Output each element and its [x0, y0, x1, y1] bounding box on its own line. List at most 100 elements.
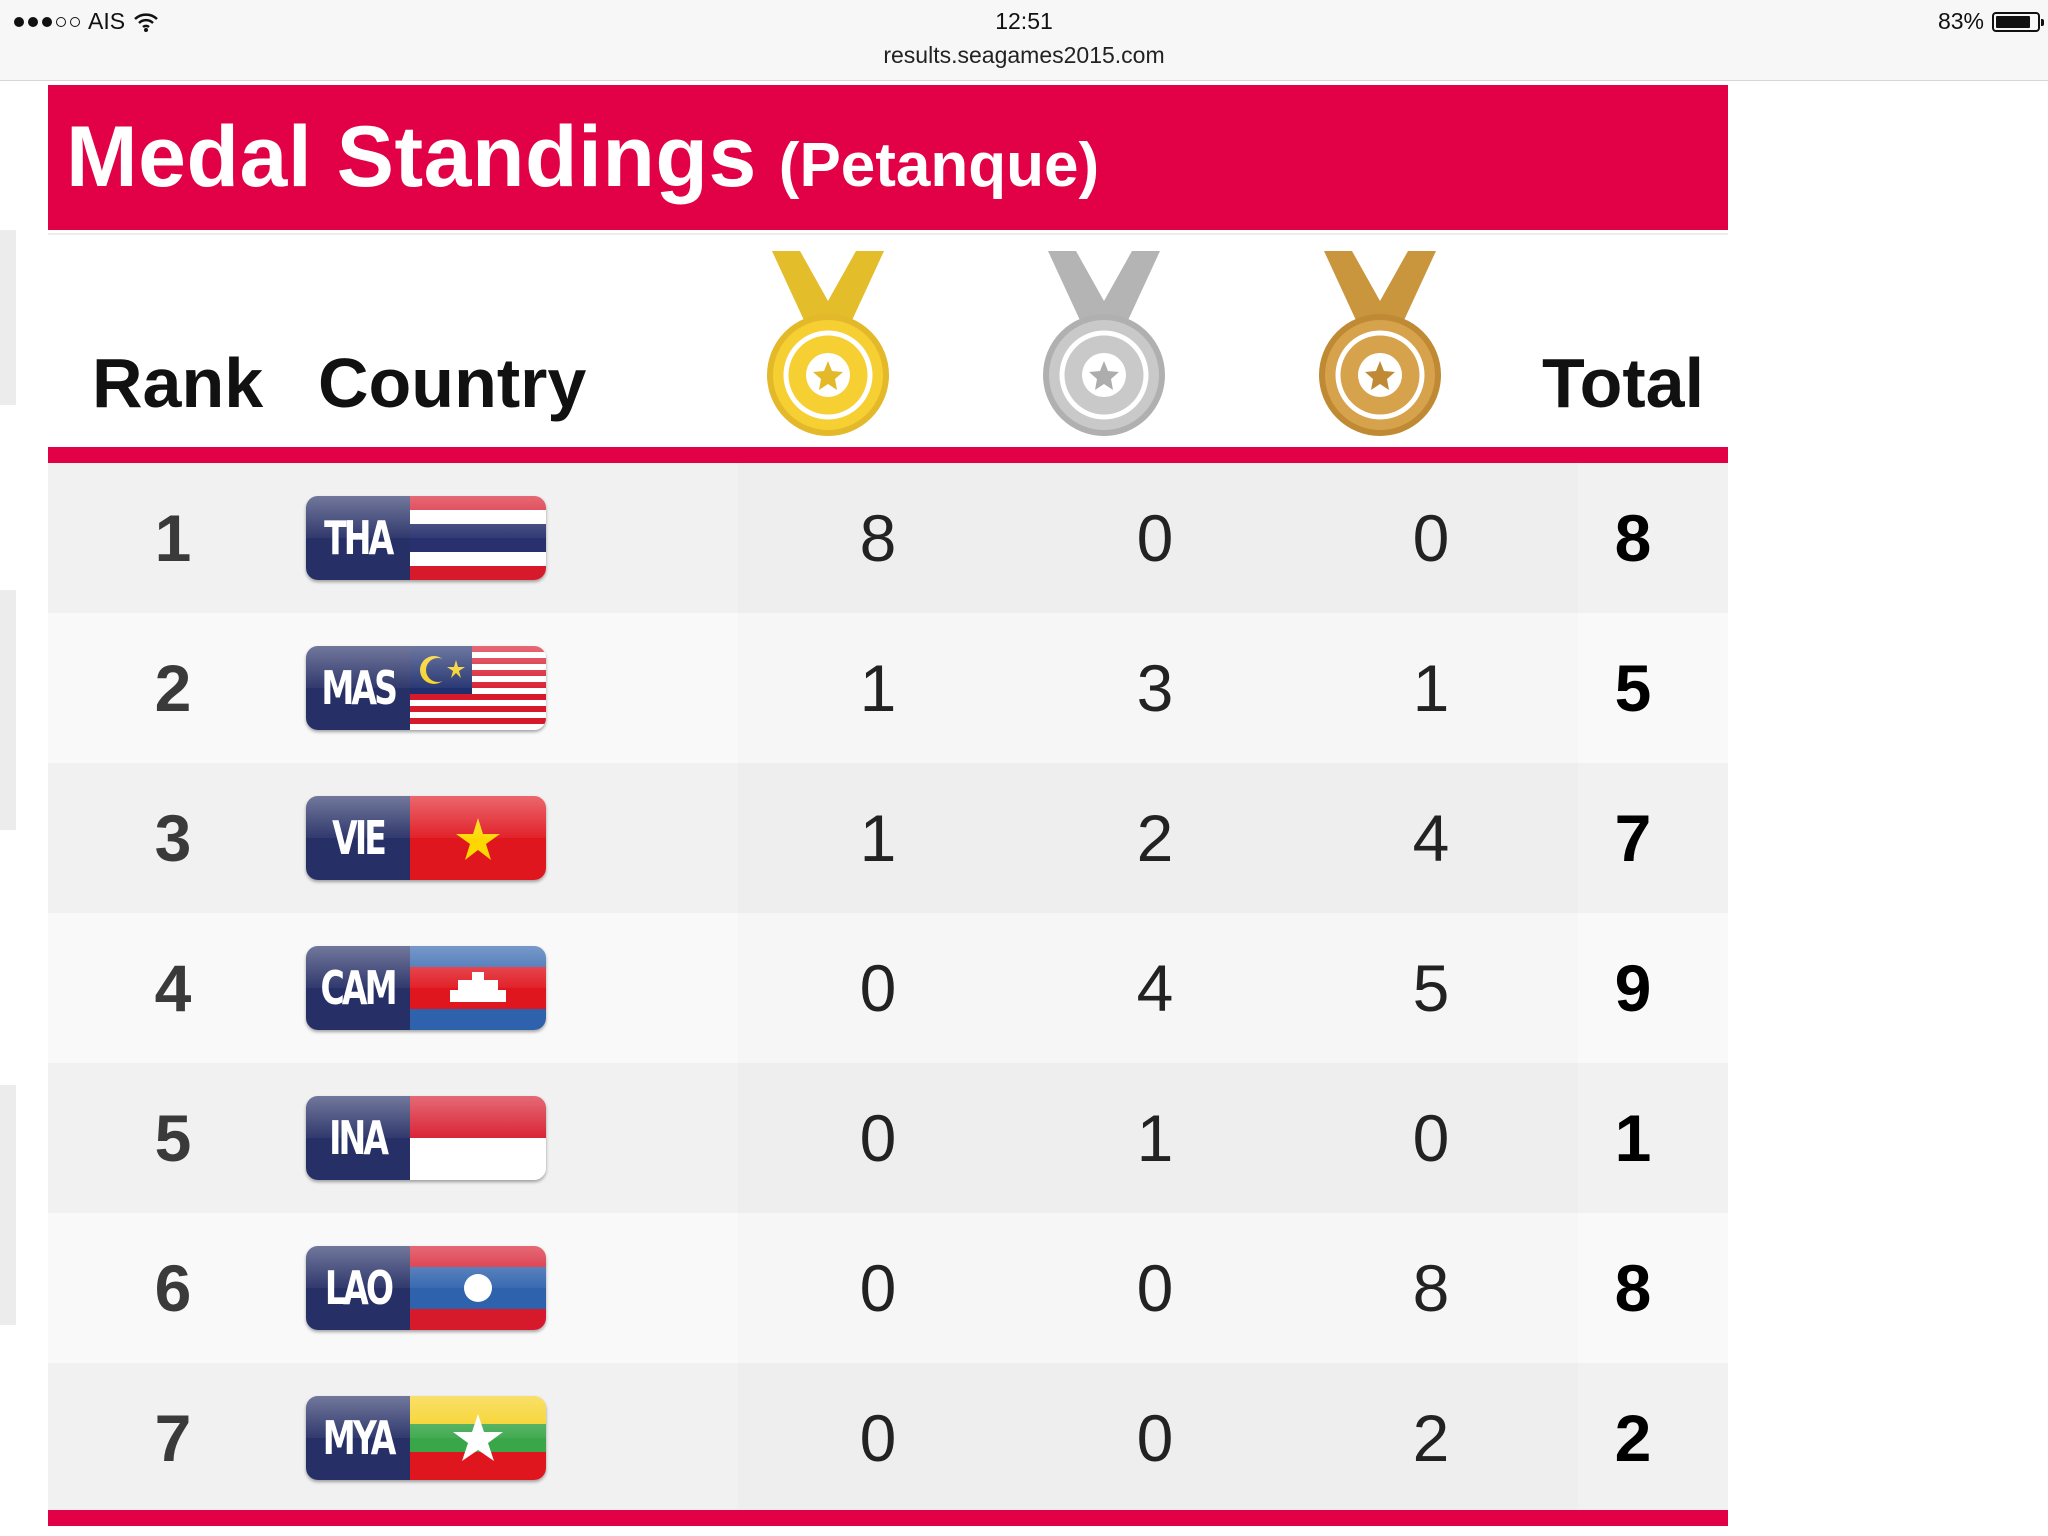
flag-gloss: [306, 1246, 546, 1288]
bronze-count: 2: [1412, 1401, 1450, 1475]
background-page-edge: [0, 590, 16, 830]
medal-standings-panel: Medal Standings (Petanque) Rank Country: [48, 85, 1728, 1536]
flag-icon: [410, 646, 546, 730]
flag-icon: [410, 1096, 546, 1180]
total-count: 5: [1614, 651, 1652, 725]
country-flag[interactable]: VIE: [306, 796, 546, 880]
wifi-icon: [134, 12, 158, 32]
country-cell[interactable]: VIE: [306, 763, 546, 913]
table-row[interactable]: 4 CAM 0 4 5 9: [48, 913, 1728, 1063]
country-flag[interactable]: LAO: [306, 1246, 546, 1330]
country-code: LAO: [306, 1246, 410, 1330]
bronze-count: 0: [1412, 1101, 1450, 1175]
gold-medal-icon: [767, 251, 889, 436]
country-code-text: CAM: [320, 961, 398, 1015]
table-row[interactable]: 7 MYA 0 0 2 2: [48, 1363, 1728, 1513]
total-count: 2: [1614, 1401, 1652, 1475]
silver-count: 0: [1136, 1401, 1174, 1475]
rank-cell: 2: [154, 651, 192, 725]
footer-red-divider: [48, 1510, 1728, 1526]
background-page-edge: [0, 230, 16, 405]
header-divider: [48, 233, 1728, 235]
silver-medal-icon: [1043, 251, 1165, 436]
country-cell[interactable]: THA: [306, 463, 546, 613]
country-cell[interactable]: INA: [306, 1063, 546, 1213]
country-code-text: VIE: [332, 811, 387, 865]
rank-cell: 4: [154, 951, 192, 1025]
carrier-label: AIS: [88, 8, 126, 34]
country-code: THA: [306, 496, 410, 580]
total-count: 9: [1614, 951, 1652, 1025]
country-flag[interactable]: INA: [306, 1096, 546, 1180]
flag-gloss: [306, 1396, 546, 1438]
silver-count: 1: [1136, 1101, 1174, 1175]
table-header: Rank Country Total: [48, 235, 1728, 530]
panel-header: Medal Standings (Petanque): [48, 85, 1728, 230]
flag-gloss: [306, 496, 546, 538]
table-row[interactable]: 5 INA 0 1 0 1: [48, 1063, 1728, 1213]
address-bar-url[interactable]: results.seagames2015.com: [883, 42, 1165, 68]
table-row[interactable]: 6 LAO 0 0 8 8: [48, 1213, 1728, 1363]
country-flag[interactable]: MAS: [306, 646, 546, 730]
country-cell[interactable]: LAO: [306, 1213, 546, 1363]
country-cell[interactable]: MYA: [306, 1363, 546, 1513]
page-title: Medal Standings: [66, 109, 757, 205]
flag-icon: [410, 796, 546, 880]
page-subtitle: (Petanque): [778, 131, 1100, 200]
total-count: 8: [1614, 501, 1652, 575]
gold-count: 0: [859, 1101, 897, 1175]
country-cell[interactable]: CAM: [306, 913, 546, 1063]
rank-cell: 5: [154, 1101, 192, 1175]
rank-column-header: Rank: [92, 343, 264, 422]
rank-cell: 3: [154, 801, 192, 875]
country-column-header: Country: [318, 343, 587, 422]
silver-count: 4: [1136, 951, 1174, 1025]
table-row[interactable]: 3 VIE 1 2 4 7: [48, 763, 1728, 913]
flag-gloss: [306, 1096, 546, 1138]
table-row[interactable]: 2 MAS 1 3 1 5: [48, 613, 1728, 763]
signal-strength-icon: [14, 16, 80, 27]
country-cell[interactable]: MAS: [306, 613, 546, 763]
gold-count: 1: [859, 801, 897, 875]
bronze-medal-icon: [1319, 251, 1441, 436]
total-count: 7: [1614, 801, 1652, 875]
country-flag[interactable]: MYA: [306, 1396, 546, 1480]
country-code: CAM: [306, 946, 410, 1030]
country-code: MYA: [306, 1396, 410, 1480]
gold-count: 0: [859, 951, 897, 1025]
country-flag[interactable]: CAM: [306, 946, 546, 1030]
bronze-count: 0: [1412, 501, 1450, 575]
silver-count: 0: [1136, 1251, 1174, 1325]
country-code-text: THA: [324, 511, 394, 565]
table-row[interactable]: 1 THA 8 0 0 8: [48, 463, 1728, 613]
flag-icon: [410, 496, 546, 580]
country-flag[interactable]: THA: [306, 496, 546, 580]
rank-cell: 1: [154, 501, 192, 575]
rank-cell: 6: [154, 1251, 192, 1325]
flag-icon: [410, 1396, 546, 1480]
gold-count: 1: [859, 651, 897, 725]
flag-gloss: [306, 946, 546, 988]
header-red-divider: [48, 447, 1728, 463]
battery-status: 83%: [1937, 8, 2044, 35]
gold-count: 0: [859, 1251, 897, 1325]
gold-count: 0: [859, 1401, 897, 1475]
country-code-text: LAO: [324, 1261, 394, 1315]
gold-count: 8: [859, 501, 897, 575]
country-code: INA: [306, 1096, 410, 1180]
total-count: 8: [1614, 1251, 1652, 1325]
silver-count: 3: [1136, 651, 1174, 725]
country-code-text: MYA: [322, 1411, 397, 1465]
status-bar: AIS 12:51 results.seagames2015.com 83%: [0, 0, 2048, 81]
bronze-count: 4: [1412, 801, 1450, 875]
country-code: VIE: [306, 796, 410, 880]
battery-icon: [1992, 11, 2044, 32]
flag-icon: [410, 1246, 546, 1330]
country-code-text: INA: [329, 1111, 389, 1165]
country-code: MAS: [306, 646, 410, 730]
bronze-count: 1: [1412, 651, 1450, 725]
bronze-count: 8: [1412, 1251, 1450, 1325]
battery-percent: 83%: [1937, 8, 1984, 34]
bronze-count: 5: [1412, 951, 1450, 1025]
flag-gloss: [306, 796, 546, 838]
